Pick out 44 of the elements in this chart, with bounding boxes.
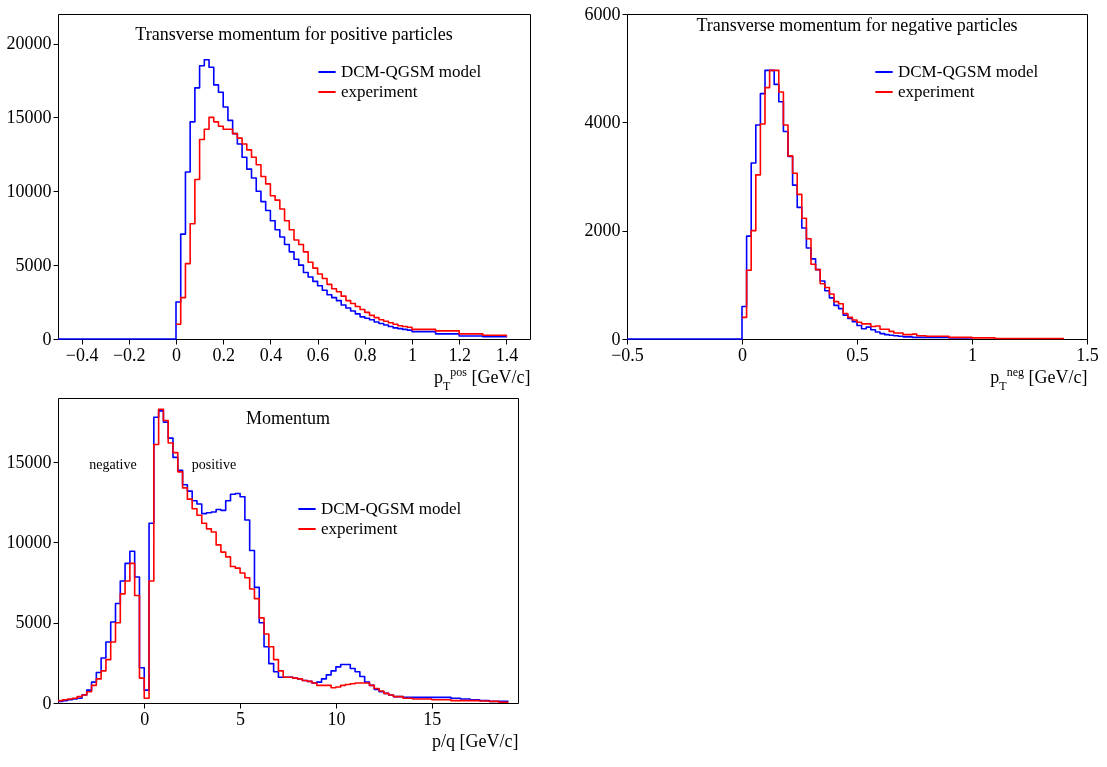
x-tick-label: 0 (172, 344, 181, 365)
x-tick-label: −0.2 (112, 344, 146, 365)
x-axis-title: p$_{T}$$^{neg}$ [GeV/c] (990, 364, 1088, 393)
x-tick-label: 0.2 (212, 344, 235, 365)
x-tick-label: 5 (236, 708, 246, 729)
legend-label: DCM-QGSM model (321, 499, 462, 518)
legend-label: experiment (341, 82, 418, 101)
legend-label: DCM-QGSM model (898, 62, 1039, 81)
x-tick-label: 1 (968, 344, 977, 365)
y-tick-label: 5000 (15, 254, 52, 275)
y-tick-label: 6000 (584, 3, 621, 24)
x-tick-label: 1.2 (448, 344, 471, 365)
x-tick-label: 1 (408, 344, 417, 365)
annotation: positive (191, 457, 237, 472)
legend-label: experiment (898, 82, 975, 101)
legend-label: experiment (321, 519, 398, 538)
y-tick-label: 10000 (6, 180, 52, 201)
y-tick-label: 4000 (584, 111, 621, 132)
annotation: negative (89, 457, 137, 472)
y-tick-label: 15000 (6, 451, 52, 472)
x-tick-label: 1.5 (1076, 344, 1099, 365)
y-tick-label: 20000 (6, 33, 52, 54)
x-tick-label: 0 (738, 344, 747, 365)
y-tick-label: 0 (42, 328, 52, 349)
x-tick-label: 1.4 (495, 344, 519, 365)
y-tick-label: 15000 (6, 106, 52, 127)
x-tick-label: 0 (140, 708, 150, 729)
x-axis-title: p$_{T}$$^{pos}$ [GeV/c] (434, 364, 531, 393)
y-tick-label: 0 (42, 692, 52, 713)
x-tick-label: 0.5 (846, 344, 869, 365)
x-axis-title: p/q [GeV/c] (432, 730, 519, 751)
y-tick-label: 5000 (15, 612, 52, 633)
y-tick-label: 10000 (6, 531, 52, 552)
text: Transverse momentum for positive particles (135, 24, 453, 44)
x-tick-label: 0.6 (306, 344, 330, 365)
legend-label: DCM-QGSM model (341, 62, 482, 81)
x-tick-label: 0.8 (354, 344, 377, 365)
x-tick-label: −0.4 (65, 344, 99, 365)
x-tick-label: 15 (423, 708, 442, 729)
x-tick-label: 10 (327, 708, 346, 729)
y-tick-label: 2000 (584, 220, 621, 241)
chart-title: Transverse momentum for negative particles (696, 15, 1018, 35)
x-tick-label: 0.4 (259, 344, 283, 365)
text: Momentum (246, 408, 330, 428)
